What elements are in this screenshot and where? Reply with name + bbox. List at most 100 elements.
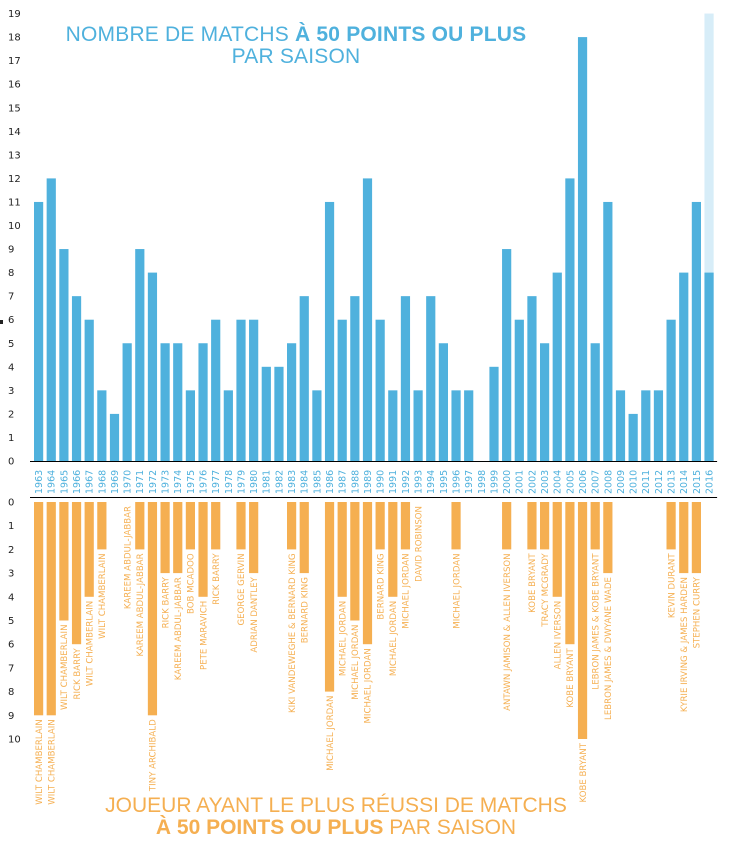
- year-label-1965: 1965: [59, 470, 70, 494]
- year-label-2002: 2002: [527, 470, 538, 494]
- bar-player-1977: [211, 502, 221, 550]
- bar-games-2013: [666, 319, 676, 461]
- top-y-tick-15: 15: [8, 103, 21, 114]
- player-label-1980-adrian-dantley: ADRIAN DANTLEY: [250, 576, 260, 652]
- bar-player-1976: [198, 502, 208, 597]
- bar-games-1991: [388, 390, 398, 461]
- bar-games-1974: [173, 343, 183, 461]
- top-y-tick-18: 18: [8, 33, 21, 44]
- year-label-1963: 1963: [34, 470, 45, 494]
- bar-games-2001: [514, 319, 524, 461]
- year-label-1986: 1986: [325, 470, 336, 494]
- year-label-1988: 1988: [350, 470, 361, 494]
- top-y-tick-14: 14: [8, 127, 21, 138]
- bar-player-2002: [527, 502, 537, 550]
- player-label-2007-lebron-james-kobe-bryant: LEBRON JAMES & KOBE BRYANT: [591, 553, 601, 690]
- player-label-1983-kiki-vandeweghe-bernard-king: KIKI VANDEWEGHE & BERNARD KING: [288, 553, 298, 713]
- bar-games-2000: [502, 249, 512, 461]
- year-label-1987: 1987: [338, 470, 349, 494]
- bar-player-1966: [71, 502, 82, 645]
- player-label-1973-rick-barry: RICK BARRY: [161, 576, 171, 628]
- bar-player-1988: [350, 502, 360, 621]
- bar-player-1987: [337, 502, 347, 597]
- bottom-chart-title: JOUEUR AYANT LE PLUS RÉUSSI DE MATCHS À …: [0, 795, 672, 839]
- bar-player-1968: [97, 502, 107, 550]
- top-y-tick-7: 7: [8, 292, 14, 303]
- top-y-tick-4: 4: [8, 362, 14, 373]
- top-y-tick-5: 5: [8, 339, 14, 350]
- bar-player-1964: [46, 502, 56, 716]
- bar-games-2008: [603, 201, 613, 461]
- year-label-2012: 2012: [654, 470, 665, 494]
- bar-player-2005: [565, 502, 575, 645]
- year-label-2009: 2009: [616, 470, 627, 494]
- player-label-1990-bernard-king: BERNARD KING: [376, 553, 386, 619]
- year-label-1999: 1999: [489, 470, 500, 494]
- bar-player-1990: [375, 502, 385, 550]
- year-label-2008: 2008: [603, 470, 614, 494]
- bar-player-2007: [590, 502, 600, 550]
- bottom-y-tick-5: 5: [8, 616, 14, 627]
- bar-games-2009: [615, 390, 626, 461]
- bar-games-2014: [679, 272, 689, 461]
- axis-marker: [0, 320, 3, 324]
- year-label-1982: 1982: [274, 470, 285, 494]
- bar-games-1984: [299, 296, 309, 461]
- bar-games-1993: [413, 390, 423, 461]
- player-label-2003-tracy-mcgrady: TRACY MCGRADY: [541, 553, 551, 628]
- player-label-1968-wilt-chamberlain: WILT CHAMBERLAIN: [98, 553, 108, 639]
- bottom-title-part2: À 50 POINTS OU PLUS: [155, 816, 384, 839]
- bottom-y-tick-7: 7: [8, 663, 14, 674]
- top-y-tick-11: 11: [8, 197, 21, 208]
- top-y-tick-19: 19: [8, 9, 21, 20]
- bar-player-2003: [540, 502, 550, 550]
- player-label-1975-bob-mcadoo: BOB MCADOO: [187, 553, 197, 614]
- top-y-tick-1: 1: [8, 433, 14, 444]
- bar-games-2012: [653, 390, 664, 461]
- bar-games-1996: [451, 390, 461, 461]
- player-label-1963-wilt-chamberlain: WILT CHAMBERLAIN: [35, 719, 45, 805]
- bar-games-1985: [312, 390, 322, 461]
- bottom-y-tick-4: 4: [8, 592, 14, 603]
- player-label-1979-george-gervin: GEORGE GERVIN: [237, 553, 247, 625]
- top-y-tick-17: 17: [8, 56, 21, 67]
- bar-games-1983: [287, 343, 297, 461]
- year-label-2010: 2010: [629, 470, 640, 494]
- bottom-y-tick-6: 6: [8, 640, 14, 651]
- year-label-1980: 1980: [249, 470, 260, 494]
- year-label-1964: 1964: [47, 470, 58, 494]
- bar-player-1989: [362, 502, 373, 645]
- player-label-2002-kobe-bryant: KOBE BRYANT: [528, 553, 538, 613]
- year-label-2006: 2006: [578, 470, 589, 494]
- top-y-tick-0: 0: [8, 457, 14, 468]
- bar-player-1996: [451, 502, 461, 550]
- top-chart-title: NOMBRE DE MATCHS À 50 POINTS OU PLUS PAR…: [0, 24, 592, 68]
- bar-player-1973: [160, 502, 170, 574]
- bar-games-1965: [59, 249, 69, 461]
- year-label-1984: 1984: [300, 470, 311, 494]
- bar-player-1980: [249, 502, 259, 574]
- bar-games-1966: [71, 296, 82, 461]
- year-label-1977: 1977: [211, 470, 222, 494]
- top-y-tick-9: 9: [8, 245, 14, 256]
- player-label-1988-michael-jordan: MICHAEL JORDAN: [351, 625, 361, 700]
- year-label-2015: 2015: [692, 470, 703, 494]
- bar-games-1973: [160, 343, 170, 461]
- bar-games-1989: [362, 178, 373, 461]
- bar-player-1979: [236, 502, 246, 550]
- bar-games-1978: [223, 390, 233, 461]
- bar-player-1986: [324, 502, 335, 692]
- player-label-1971-kareem-abdul-jabbar: KAREEM ABDUL-JABBAR: [136, 553, 146, 656]
- player-label-1991-michael-jordan: MICHAEL JORDAN: [389, 601, 399, 676]
- bar-games-2007: [590, 343, 600, 461]
- top-title-part2: À 50 POINTS OU PLUS: [295, 23, 527, 46]
- year-label-1970: 1970: [123, 470, 134, 494]
- year-label-2001: 2001: [515, 470, 526, 494]
- bar-games-1963: [34, 201, 44, 461]
- bar-games-1994: [426, 296, 436, 461]
- bar-projection-2016: [704, 13, 714, 462]
- year-label-2016: 2016: [704, 470, 715, 494]
- year-label-2011: 2011: [641, 470, 652, 494]
- bar-games-1975: [185, 390, 195, 461]
- bar-player-2014: [679, 502, 689, 574]
